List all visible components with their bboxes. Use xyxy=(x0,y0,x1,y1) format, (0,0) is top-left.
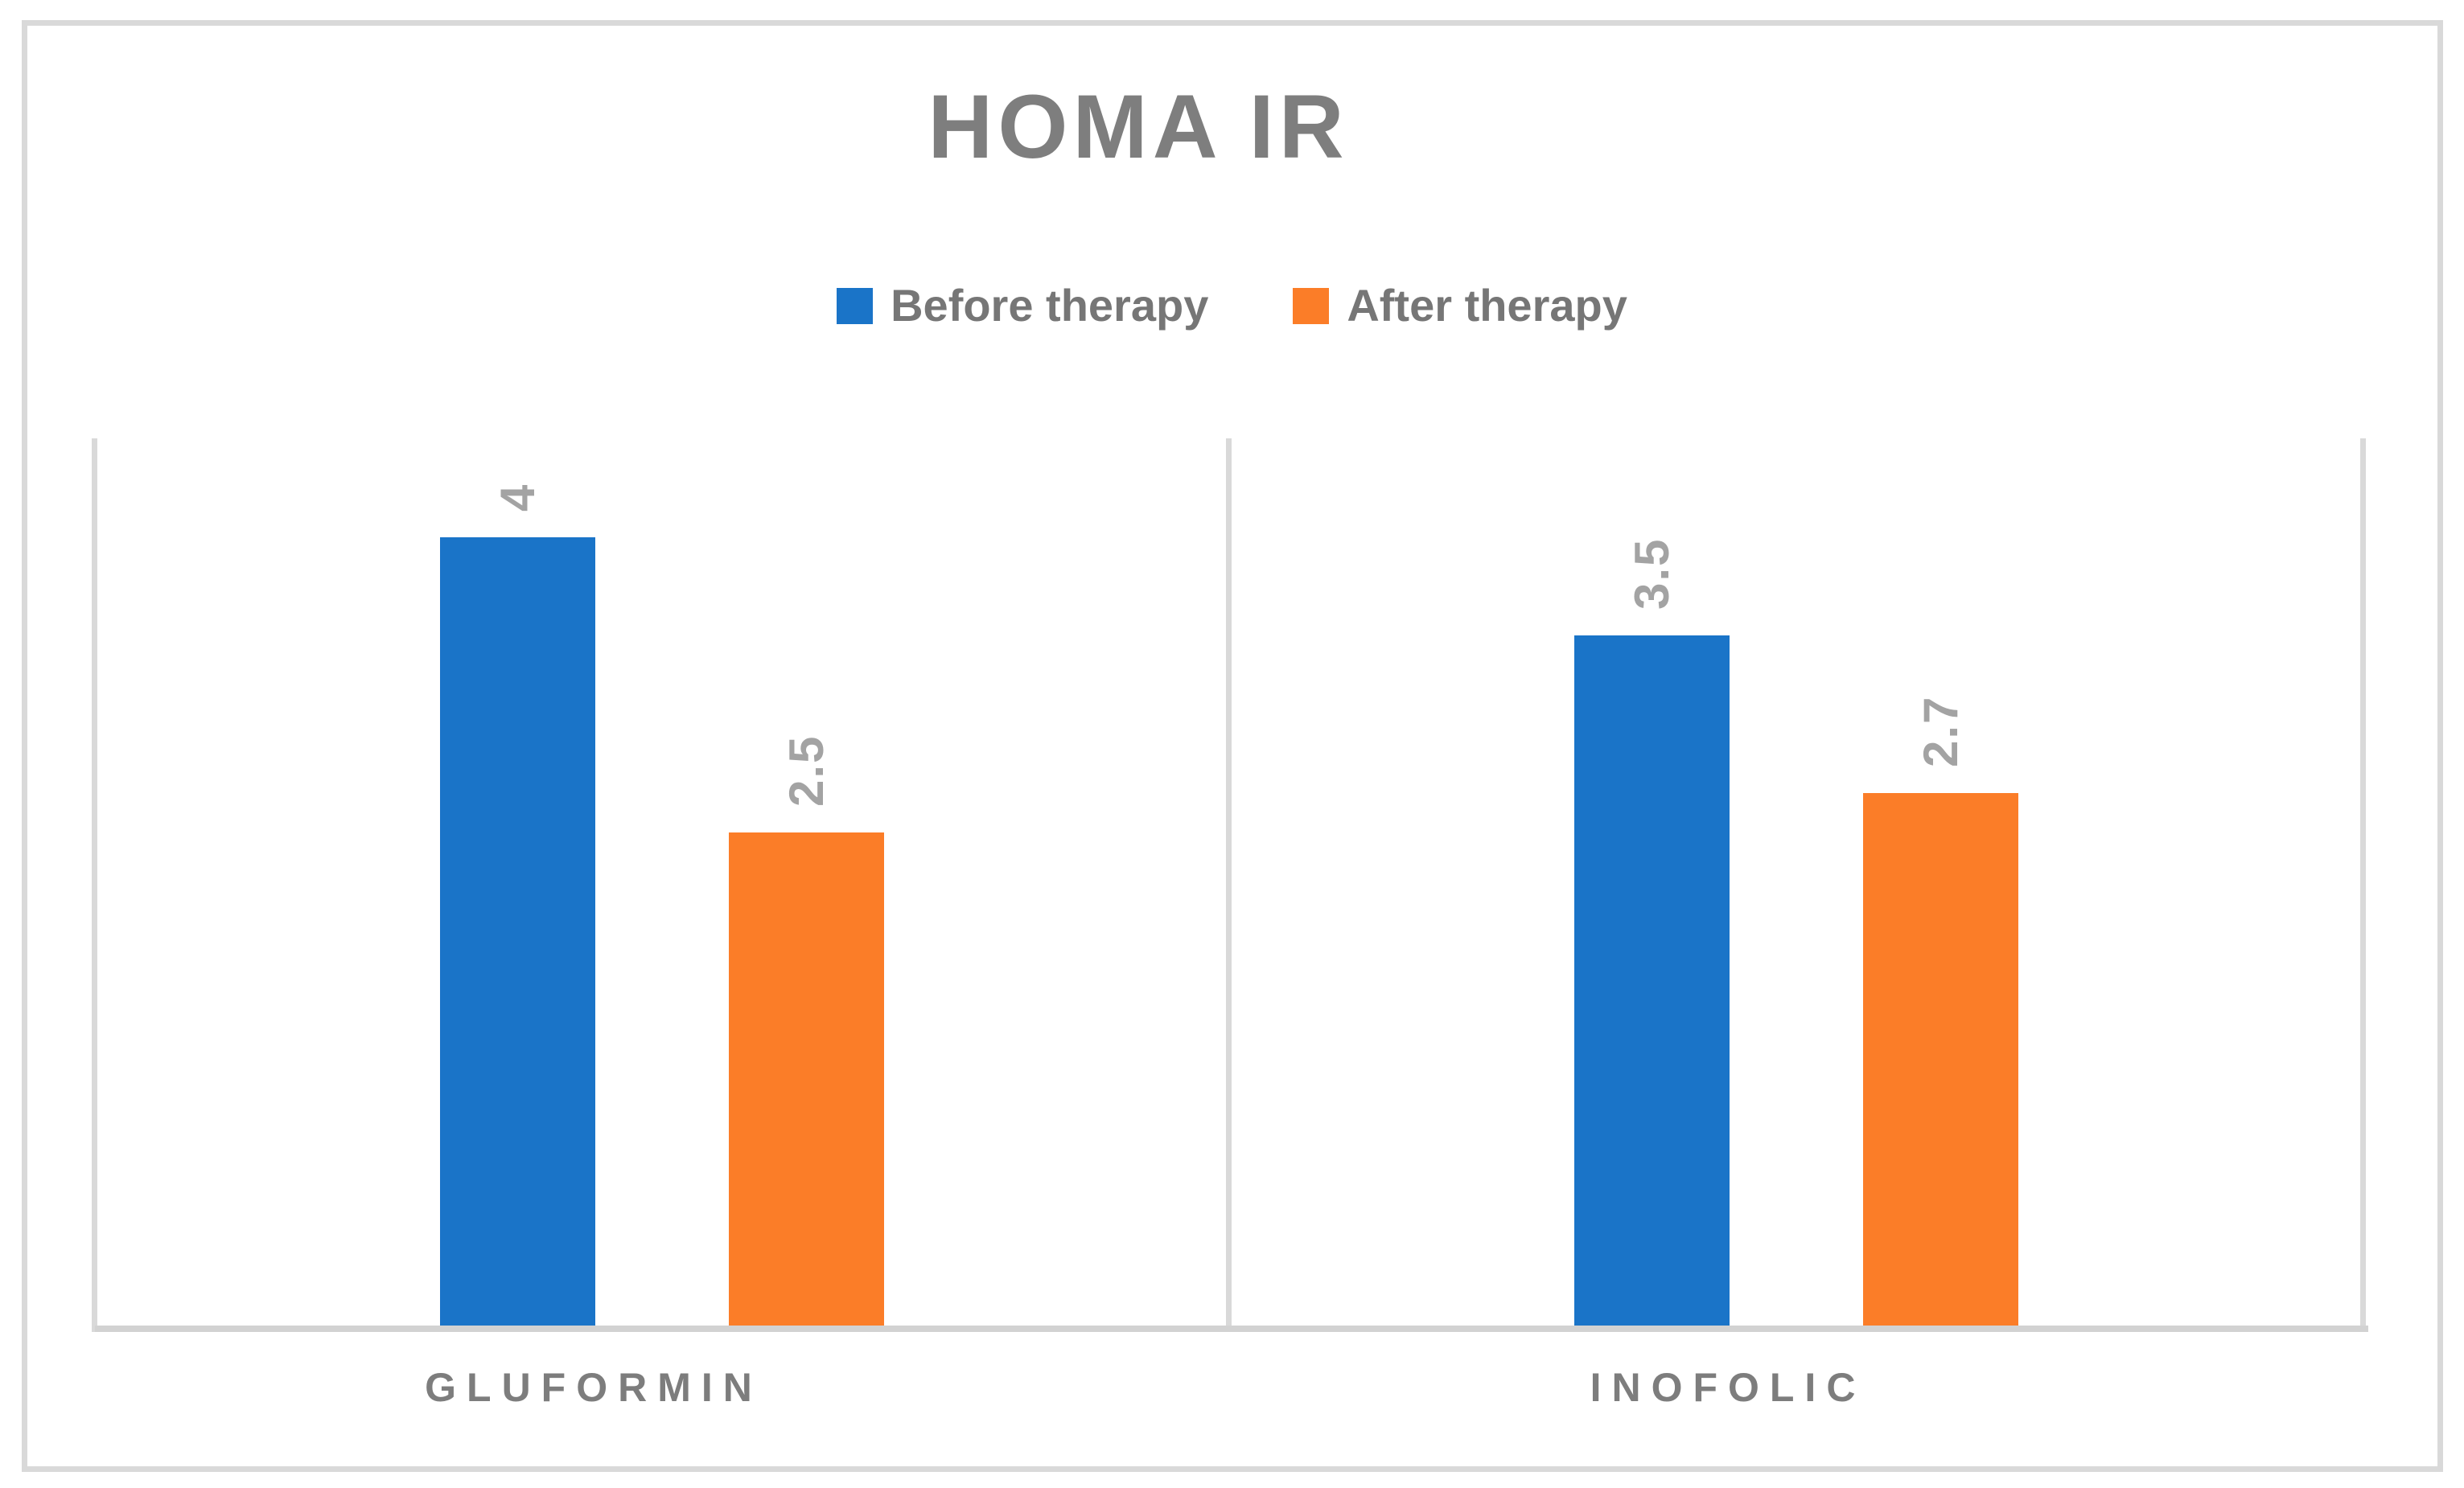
bar-after-therapy-inofolic xyxy=(1863,793,2018,1326)
x-axis-line xyxy=(95,1326,2368,1332)
bar-value-label: 3.5 xyxy=(1624,537,1679,610)
bar-before-therapy-inofolic xyxy=(1574,635,1730,1326)
legend-label: Before therapy xyxy=(891,280,1209,331)
chart-title: HOMA IR xyxy=(928,76,1349,177)
legend-item-after-therapy: After therapy xyxy=(1293,283,1627,328)
category-divider-line xyxy=(1226,438,1232,1332)
bar-before-therapy-gluformin xyxy=(440,537,595,1326)
plot-border-right xyxy=(2360,438,2366,1332)
legend-swatch-icon xyxy=(1293,287,1330,324)
bar-value-label: 2.7 xyxy=(1913,695,1968,767)
category-label-inofolic: INOFOLIC xyxy=(1590,1365,1866,1410)
chart-outer-frame xyxy=(22,20,2443,1472)
legend-label: After therapy xyxy=(1347,280,1627,331)
bar-after-therapy-gluformin xyxy=(729,832,884,1326)
bar-value-label: 2.5 xyxy=(779,734,833,807)
legend-item-before-therapy: Before therapy xyxy=(837,283,1208,328)
legend: Before therapy After therapy xyxy=(0,283,2464,328)
legend-swatch-icon xyxy=(837,287,874,324)
bar-value-label: 4 xyxy=(490,483,545,512)
plot-border-left xyxy=(92,438,97,1332)
category-label-gluformin: GLUFORMIN xyxy=(425,1365,763,1410)
